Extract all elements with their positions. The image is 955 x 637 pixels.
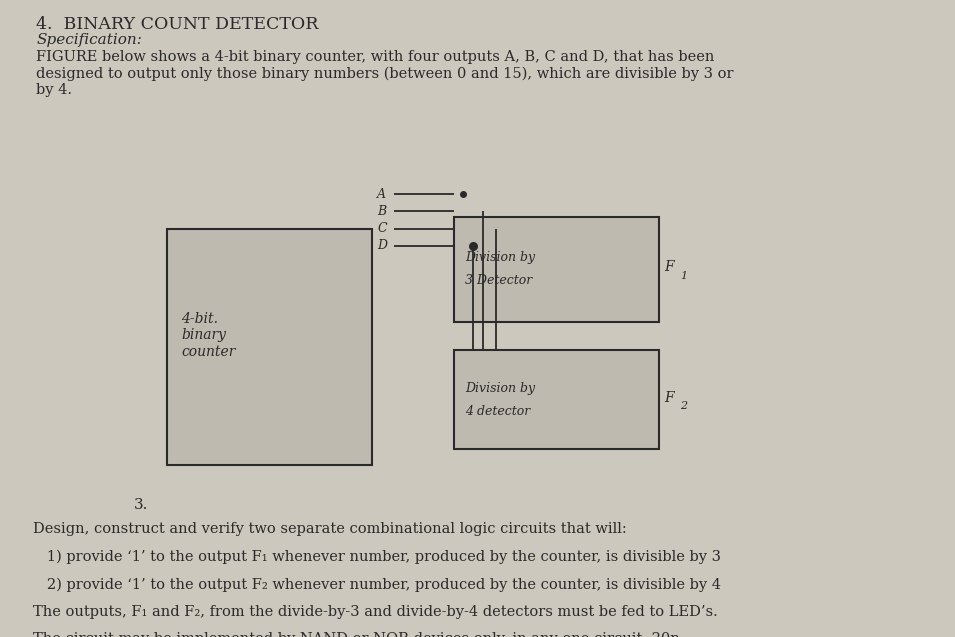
Text: Specification:: Specification:: [36, 33, 142, 47]
Text: A: A: [377, 188, 386, 201]
Text: FIGURE below shows a 4-bit binary counter, with four outputs A, B, C and D, that: FIGURE below shows a 4-bit binary counte…: [36, 50, 714, 64]
Text: 3 Detector: 3 Detector: [465, 274, 532, 287]
Text: The circuit may be implemented by NAND or NOR devices only, in any one circuit. : The circuit may be implemented by NAND o…: [33, 632, 685, 637]
Text: The outputs, F₁ and F₂, from the divide-by-3 and divide-by-4 detectors must be f: The outputs, F₁ and F₂, from the divide-…: [33, 605, 718, 619]
Text: 2: 2: [680, 401, 687, 411]
Text: B: B: [377, 205, 387, 218]
Text: F: F: [664, 261, 673, 274]
Text: Design, construct and verify two separate combinational logic circuits that will: Design, construct and verify two separat…: [33, 522, 627, 536]
Text: F: F: [664, 391, 673, 404]
Text: 3.: 3.: [134, 498, 148, 512]
Text: C: C: [377, 222, 387, 235]
Text: 4.  BINARY COUNT DETECTOR: 4. BINARY COUNT DETECTOR: [36, 16, 319, 33]
Text: 4-bit.
binary
counter: 4-bit. binary counter: [181, 312, 236, 359]
Text: 2) provide ‘1’ to the output F₂ whenever number, produced by the counter, is div: 2) provide ‘1’ to the output F₂ whenever…: [33, 577, 721, 592]
Text: 1: 1: [680, 271, 687, 280]
Bar: [454, 350, 659, 449]
Text: Division by: Division by: [465, 382, 535, 395]
Bar: [454, 217, 659, 322]
Bar: [167, 229, 372, 465]
Text: D: D: [377, 240, 387, 252]
Text: designed to output only those binary numbers (between 0 and 15), which are divis: designed to output only those binary num…: [36, 66, 733, 81]
Text: 1) provide ‘1’ to the output F₁ whenever number, produced by the counter, is div: 1) provide ‘1’ to the output F₁ whenever…: [33, 550, 721, 564]
Text: by 4.: by 4.: [36, 83, 73, 97]
Text: 4 detector: 4 detector: [465, 404, 530, 418]
Text: Division by: Division by: [465, 251, 535, 264]
